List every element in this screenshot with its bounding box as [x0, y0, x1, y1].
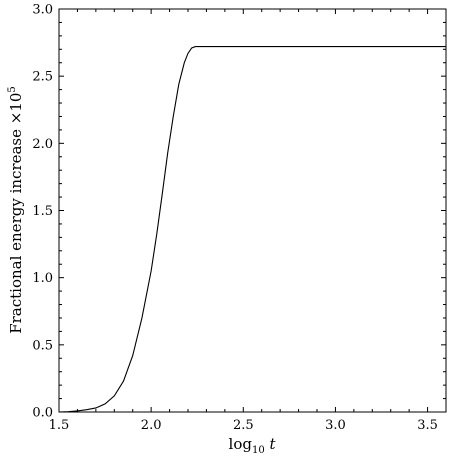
data-point — [95, 407, 96, 408]
x-tick-label: 2.5 — [233, 418, 254, 433]
data-point — [224, 46, 225, 47]
data-point — [123, 381, 124, 382]
plot-frame — [58, 8, 447, 413]
data-point — [195, 46, 196, 47]
data-point — [114, 395, 115, 396]
data-point — [156, 234, 157, 235]
y-tick-label: 1.5 — [32, 204, 53, 219]
data-point — [141, 317, 142, 318]
data-point — [187, 53, 188, 54]
data-point — [162, 194, 163, 195]
data-point — [372, 46, 373, 47]
y-tick-label: 0.5 — [32, 338, 53, 353]
x-tick-label: 2.0 — [141, 418, 162, 433]
data-point — [86, 409, 87, 410]
series-layer — [58, 46, 446, 413]
series-line — [58, 46, 446, 413]
x-axis-title: log10 t — [229, 435, 277, 456]
data-point — [132, 355, 133, 356]
y-tick-label: 1.0 — [32, 271, 53, 286]
x-tick-label: 3.0 — [325, 418, 346, 433]
data-point — [184, 62, 185, 63]
data-point — [178, 84, 179, 85]
data-point — [298, 46, 299, 47]
data-point — [206, 46, 207, 47]
x-tick-label: 3.5 — [417, 418, 438, 433]
data-point — [198, 46, 199, 47]
data-point — [261, 46, 262, 47]
ticks-layer — [58, 8, 447, 413]
data-point — [335, 46, 336, 47]
tick-labels-layer: 1.5 2.0 2.5 3.0 3.5 0.0 0.5 1.0 1.5 2.0 2.5 3.0 — [32, 3, 438, 434]
y-tick-label: 2.5 — [32, 70, 53, 85]
data-point — [173, 116, 174, 117]
y-tick-label: 3.0 — [32, 3, 53, 18]
x-tick-label: 1.5 — [49, 418, 70, 433]
data-point — [409, 46, 410, 47]
y-tick-label: 2.0 — [32, 137, 53, 152]
y-tick-label: 0.0 — [32, 406, 53, 421]
data-point — [104, 403, 105, 404]
data-point — [191, 47, 192, 48]
data-point — [77, 410, 78, 411]
data-point — [167, 152, 168, 153]
data-point — [202, 46, 203, 47]
data-point — [151, 270, 152, 271]
y-axis-title: Fractional energy increase ×105 — [7, 86, 25, 334]
